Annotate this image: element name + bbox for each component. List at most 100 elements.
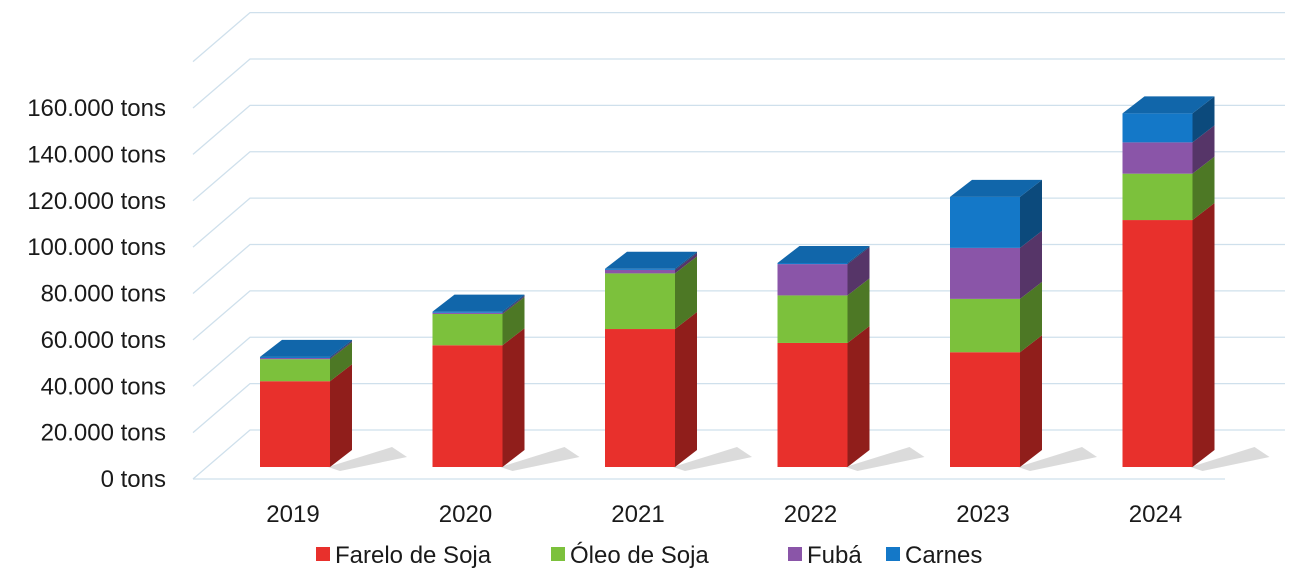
bar-segment: [260, 341, 352, 360]
y-tick-label: 0 tons: [101, 466, 166, 493]
bar-segment: [950, 179, 1042, 248]
legend-item: Óleo de Soja: [551, 542, 709, 569]
bar-top: [260, 339, 352, 357]
bar-front: [260, 356, 330, 359]
gridline: [192, 243, 1285, 294]
bar-shadow: [673, 447, 752, 471]
y-tick-label: 40.000 tons: [41, 373, 166, 400]
bar-segment: [777, 247, 870, 296]
bar-front: [605, 273, 675, 330]
bar-front: [260, 359, 330, 382]
bar-side: [847, 325, 870, 467]
gridline: [192, 58, 1285, 109]
bar-segment: [432, 295, 525, 314]
bar-front: [777, 264, 848, 296]
gridline: [192, 104, 1285, 155]
bar-segment: [260, 364, 352, 467]
bar-segment: [777, 325, 870, 467]
gridline: [192, 290, 1285, 341]
y-tick-label: 100.000 tons: [27, 234, 166, 261]
gridline: [192, 11, 1285, 63]
bar-segment: [1122, 96, 1215, 143]
bar-segment: [605, 256, 697, 330]
bar-segment: [1122, 125, 1215, 174]
y-axis-ticks: 0 tons 20.000 tons 40.000 tons 60.000 tons 8…: [27, 95, 166, 493]
y-tick-label: 140.000 tons: [27, 141, 166, 168]
bar-segment: [432, 294, 525, 313]
bar-front: [1122, 113, 1193, 143]
bar-side: [847, 247, 870, 296]
bar-front: [1122, 173, 1193, 221]
bar-segment: [950, 335, 1042, 467]
bar-side: [1020, 335, 1042, 467]
x-tick-label: 2021: [611, 501, 664, 528]
bar-front: [432, 313, 503, 346]
x-tick-label: 2024: [1129, 501, 1182, 528]
bar-side: [675, 312, 697, 467]
bar-front: [260, 358, 330, 360]
bar-top: [950, 179, 1042, 197]
bar-front: [950, 298, 1020, 353]
bar-segment: [260, 342, 352, 382]
bar-side: [330, 364, 352, 467]
bar-side: [1192, 125, 1215, 174]
bar-top: [432, 294, 525, 312]
gridline: [192, 382, 1285, 434]
bar-shadow: [1190, 447, 1270, 471]
bar-side: [675, 251, 697, 270]
gridline: [192, 151, 1285, 202]
bar-side: [675, 256, 697, 330]
gridline: [192, 429, 1285, 480]
bar-shadow: [500, 447, 580, 471]
bar-side: [847, 278, 870, 343]
bar-segment: [260, 339, 352, 359]
legend-label: Farelo de Soja: [335, 542, 492, 569]
bar-segment: [1122, 203, 1215, 467]
legend-item: Fubá: [788, 542, 862, 569]
legend-item: Farelo de Soja: [316, 542, 492, 569]
legend-swatch: [788, 547, 802, 561]
bar-side: [330, 342, 352, 382]
bar-shadow: [845, 447, 925, 471]
bar-front: [777, 295, 848, 343]
legend: Farelo de Soja Óleo de Soja Fubá Carnes: [316, 542, 982, 569]
legend-item: Carnes: [886, 542, 982, 569]
bar-side: [1192, 96, 1215, 143]
bar-segment: [1122, 156, 1215, 221]
bar-side: [1020, 281, 1042, 353]
bar-segment: [777, 245, 870, 265]
bar-top: [605, 251, 697, 269]
bar-front: [950, 352, 1020, 467]
bar-segment: [777, 278, 870, 343]
bar-side: [502, 294, 525, 313]
bar-side: [1020, 179, 1042, 248]
bar-front: [432, 312, 503, 314]
bar-side: [502, 328, 525, 467]
y-tick-label: 60.000 tons: [41, 327, 166, 354]
gridlines: [192, 11, 1285, 480]
bar-front: [777, 262, 848, 265]
bar-front: [950, 196, 1020, 248]
bar-side: [847, 245, 870, 265]
legend-label: Fubá: [807, 542, 862, 569]
bar-segment: [950, 281, 1042, 353]
legend-swatch: [316, 547, 330, 561]
legend-label: Óleo de Soja: [570, 542, 709, 569]
bar-side: [330, 341, 352, 360]
bar-front: [432, 311, 503, 313]
bar-top: [777, 245, 870, 263]
bar-front: [1122, 220, 1193, 467]
bar-side: [1192, 203, 1215, 467]
x-tick-label: 2023: [956, 501, 1009, 528]
bar-front: [605, 269, 675, 274]
bar-front: [432, 345, 503, 467]
bar-segment: [605, 252, 697, 274]
y-tick-label: 120.000 tons: [27, 188, 166, 215]
gridline: [192, 197, 1285, 248]
x-tick-label: 2020: [439, 501, 492, 528]
bar-front: [950, 247, 1020, 299]
bars: [260, 96, 1270, 471]
bar-shadow: [1018, 447, 1097, 471]
bar-segment: [950, 230, 1042, 299]
